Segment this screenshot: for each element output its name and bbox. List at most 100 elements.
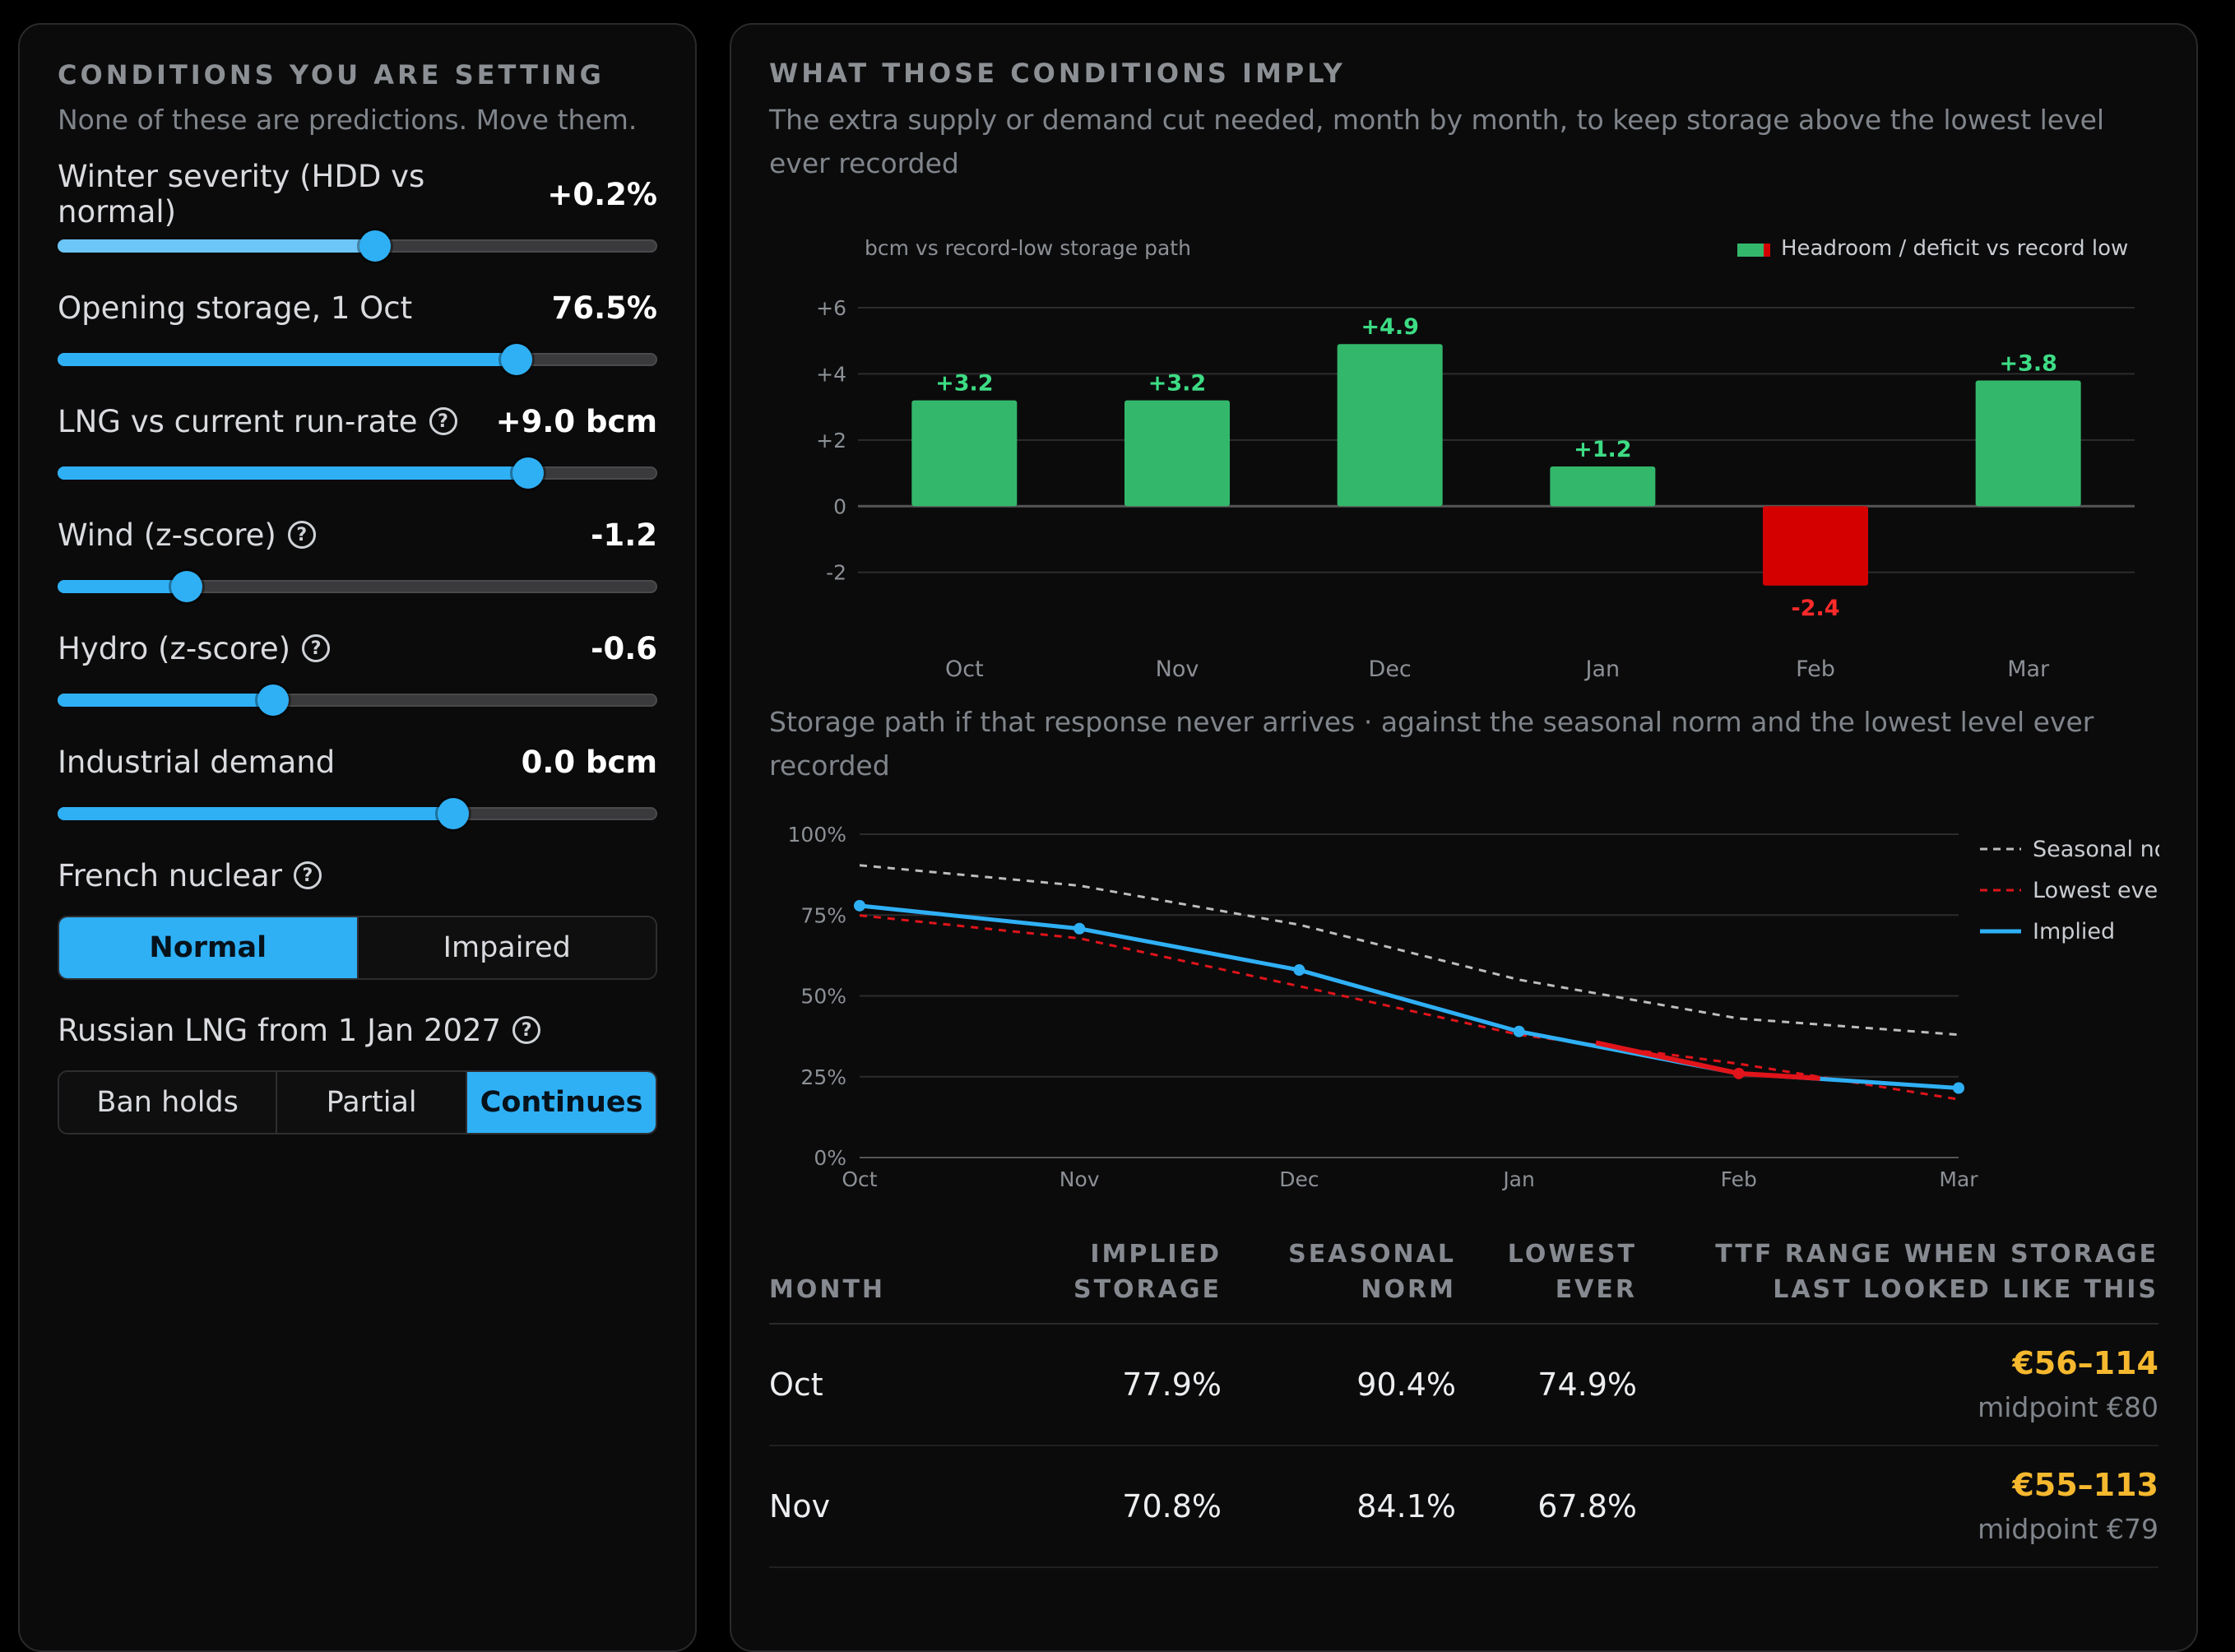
help-icon[interactable]: ?	[287, 521, 316, 550]
bar-x-tick: Feb	[1796, 657, 1835, 682]
slider-fill	[58, 694, 274, 708]
french-nuclear-label: French nuclear	[58, 857, 282, 893]
legend-swatch-negative	[1764, 243, 1770, 257]
implications-heading: WHAT THOSE CONDITIONS IMPLY	[769, 58, 1346, 89]
help-icon[interactable]: ?	[302, 634, 331, 663]
french-nuclear-control: French nuclear ? Normal Impaired	[58, 853, 657, 981]
th-lowest: LOWEST EVER	[1507, 1239, 1637, 1305]
cell-lowest: 74.9%	[1537, 1366, 1637, 1403]
line-x-tick: Dec	[1279, 1167, 1319, 1191]
russian-lng-toggle: Ban holds Partial Continues	[58, 1070, 657, 1135]
implied-point-oct	[854, 899, 865, 912]
line-y-tick: 25%	[800, 1065, 846, 1088]
th-implied: IMPLIED STORAGE	[1073, 1239, 1222, 1305]
slider-thumb[interactable]	[359, 230, 392, 262]
bar-x-tick: Dec	[1369, 657, 1412, 682]
series-implied	[859, 903, 1959, 1090]
slider-fill	[58, 580, 187, 594]
line-y-tick: 50%	[800, 984, 846, 1008]
slider-thumb[interactable]	[257, 684, 290, 717]
table-body: Oct 77.9% 90.4% 74.9% €56–114 midpoint €80 Nov…	[769, 1325, 2158, 1568]
conditions-panel: CONDITIONS YOU ARE SETTING None of these…	[18, 23, 697, 1652]
series-implied-breach	[1595, 1040, 1820, 1081]
storage-table: MONTH IMPLIED STORAGE SEASONAL NORM LOWEST…	[769, 1226, 2158, 1568]
bar-data-label: +3.2	[935, 371, 993, 397]
slider-value: +0.2%	[547, 176, 657, 212]
help-icon[interactable]: ?	[512, 1016, 541, 1045]
slider-track[interactable]	[58, 230, 657, 262]
cell-month: Oct	[769, 1366, 823, 1403]
bar-x-tick: Nov	[1156, 657, 1199, 682]
line-x-tick: Mar	[1939, 1167, 1978, 1191]
storage-path-chart: 100% 75% 50% 25% 0%Oct Nov Dec Jan Feb Mar Season…	[788, 823, 2199, 1191]
line-chart: 100% 75% 50% 25% 0% Oct Nov Dec Jan Feb Mar Season…	[769, 800, 2199, 1214]
slider-value: 0.0 bcm	[521, 744, 657, 780]
bar-y-tick: +4	[816, 362, 846, 386]
slider-thumb[interactable]	[500, 344, 532, 376]
bar-x-tick: Oct	[945, 657, 984, 682]
headroom-bar-chart: bcm vs record-low storage path Headroom …	[816, 236, 2135, 682]
ttf-range-value: €56–114	[2012, 1345, 2158, 1382]
slider-track[interactable]	[58, 684, 657, 717]
nuclear-option-normal[interactable]: Normal	[59, 917, 359, 979]
russian-lng-control: Russian LNG from 1 Jan 2027 ? Ban holds P…	[58, 1008, 657, 1135]
slider-track[interactable]	[58, 344, 657, 376]
line-y-tick: 0%	[814, 1146, 846, 1170]
cell-ttf-range: €55–113 midpoint €79	[1637, 1467, 2158, 1545]
conditions-heading: CONDITIONS YOU ARE SETTING	[58, 59, 605, 90]
implications-subtitle: The extra supply or demand cut needed, m…	[769, 104, 2105, 180]
legend-label-lowest-ever: Lowest ever	[2033, 878, 2159, 903]
implications-panel: WHAT THOSE CONDITIONS IMPLY The extra su…	[730, 23, 2198, 1652]
line-x-tick: Jan	[1501, 1167, 1535, 1191]
slider-control-hydro-z-score: Hydro (z-score)? -0.6	[58, 626, 657, 717]
bar-nov	[1124, 400, 1230, 507]
slider-thumb[interactable]	[438, 798, 470, 830]
bar-data-label: +3.8	[1999, 350, 2056, 376]
table-row: Nov 70.8% 84.1% 67.8% €55–113 midpoint €79	[769, 1446, 2158, 1568]
slider-value: -1.2	[591, 517, 657, 553]
line-y-tick: 100%	[788, 823, 846, 847]
russian-lng-option-partial[interactable]: Partial	[277, 1072, 468, 1134]
slider-label: Hydro (z-score)	[58, 630, 291, 666]
slider-control-industrial-demand: Industrial demand 0.0 bcm	[58, 740, 657, 830]
russian-lng-option-continues[interactable]: Continues	[467, 1072, 656, 1134]
bar-y-tick: 0	[833, 494, 846, 518]
french-nuclear-toggle: Normal Impaired	[58, 916, 657, 981]
cell-implied: 77.9%	[1122, 1366, 1222, 1403]
legend-swatch-positive	[1737, 243, 1770, 257]
legend-label-implied: Implied	[2033, 919, 2115, 944]
implied-point-mar	[1953, 1082, 1964, 1094]
slider-track[interactable]	[58, 457, 657, 490]
slider-label: Industrial demand	[58, 744, 336, 780]
bar-data-label: +3.2	[1148, 371, 1206, 397]
nuclear-option-impaired[interactable]: Impaired	[358, 917, 656, 979]
slider-thumb[interactable]	[170, 571, 202, 603]
help-icon[interactable]: ?	[429, 407, 457, 436]
slider-control-winter-severity-hdd-vs-normal: Winter severity (HDD vs normal) +0.2%	[58, 159, 657, 262]
implied-point-nov	[1073, 922, 1086, 935]
slider-value: +9.0 bcm	[495, 403, 657, 439]
bar-jan	[1550, 466, 1656, 507]
slider-list: Winter severity (HDD vs normal) +0.2% Open…	[58, 159, 657, 830]
slider-fill	[58, 807, 454, 821]
help-icon[interactable]: ?	[293, 861, 322, 890]
slider-value: -0.6	[591, 630, 657, 666]
slider-track[interactable]	[58, 571, 657, 603]
bar-dec	[1337, 344, 1443, 507]
cell-month: Nov	[769, 1487, 831, 1524]
slider-fill	[58, 466, 529, 480]
bar-mar	[1975, 380, 2081, 507]
russian-lng-label: Russian LNG from 1 Jan 2027	[58, 1012, 502, 1048]
bar-chart-legend: Headroom / deficit vs record low	[1781, 236, 2128, 261]
slider-track[interactable]	[58, 798, 657, 830]
bar-y-tick: -2	[826, 561, 846, 585]
ttf-range-value: €55–113	[2012, 1467, 2158, 1504]
th-norm: SEASONAL NORM	[1288, 1239, 1456, 1305]
russian-lng-option-ban-holds[interactable]: Ban holds	[59, 1072, 278, 1134]
slider-thumb[interactable]	[512, 457, 545, 490]
slider-fill	[58, 353, 517, 367]
cell-norm: 84.1%	[1356, 1487, 1456, 1524]
implied-point-jan	[1513, 1025, 1525, 1037]
table-row: Oct 77.9% 90.4% 74.9% €56–114 midpoint €80	[769, 1325, 2158, 1446]
conditions-subtitle: None of these are predictions. Move them…	[58, 104, 638, 137]
